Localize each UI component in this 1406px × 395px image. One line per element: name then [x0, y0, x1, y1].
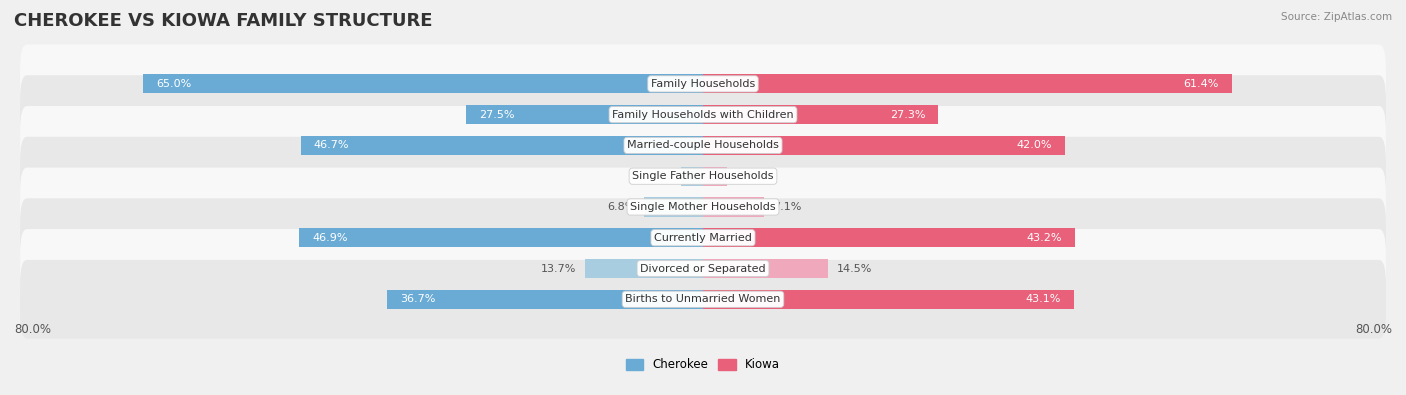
- Text: 14.5%: 14.5%: [837, 263, 872, 273]
- Bar: [703, 136, 1064, 155]
- Bar: [299, 228, 703, 247]
- Text: 6.8%: 6.8%: [607, 202, 636, 212]
- Text: 27.3%: 27.3%: [890, 110, 925, 120]
- Text: 27.5%: 27.5%: [479, 110, 515, 120]
- Text: Family Households: Family Households: [651, 79, 755, 89]
- FancyBboxPatch shape: [20, 260, 1386, 339]
- Text: Married-couple Households: Married-couple Households: [627, 140, 779, 150]
- Bar: [703, 167, 727, 186]
- Text: 80.0%: 80.0%: [14, 323, 51, 336]
- Text: Source: ZipAtlas.com: Source: ZipAtlas.com: [1281, 12, 1392, 22]
- FancyBboxPatch shape: [20, 75, 1386, 154]
- Text: 43.2%: 43.2%: [1026, 233, 1062, 243]
- Text: 43.1%: 43.1%: [1026, 294, 1062, 304]
- Bar: [703, 228, 1076, 247]
- Text: 2.8%: 2.8%: [735, 171, 765, 181]
- FancyBboxPatch shape: [20, 167, 1386, 246]
- Text: 46.9%: 46.9%: [312, 233, 347, 243]
- Text: Births to Unmarried Women: Births to Unmarried Women: [626, 294, 780, 304]
- FancyBboxPatch shape: [20, 229, 1386, 308]
- Text: 65.0%: 65.0%: [156, 79, 191, 89]
- Text: 61.4%: 61.4%: [1184, 79, 1219, 89]
- Bar: [703, 259, 828, 278]
- Bar: [467, 105, 703, 124]
- FancyBboxPatch shape: [20, 198, 1386, 277]
- FancyBboxPatch shape: [20, 106, 1386, 185]
- Text: Family Households with Children: Family Households with Children: [612, 110, 794, 120]
- Text: 46.7%: 46.7%: [314, 140, 349, 150]
- Text: 7.1%: 7.1%: [773, 202, 801, 212]
- Text: 13.7%: 13.7%: [541, 263, 576, 273]
- Bar: [703, 105, 938, 124]
- Text: Single Mother Households: Single Mother Households: [630, 202, 776, 212]
- Bar: [387, 290, 703, 309]
- Text: CHEROKEE VS KIOWA FAMILY STRUCTURE: CHEROKEE VS KIOWA FAMILY STRUCTURE: [14, 12, 433, 30]
- Bar: [585, 259, 703, 278]
- Bar: [703, 198, 763, 216]
- Text: Single Father Households: Single Father Households: [633, 171, 773, 181]
- Bar: [703, 290, 1074, 309]
- Legend: Cherokee, Kiowa: Cherokee, Kiowa: [621, 354, 785, 376]
- FancyBboxPatch shape: [20, 137, 1386, 216]
- Bar: [143, 74, 703, 93]
- Text: 2.6%: 2.6%: [644, 171, 672, 181]
- Text: Currently Married: Currently Married: [654, 233, 752, 243]
- Text: Divorced or Separated: Divorced or Separated: [640, 263, 766, 273]
- Bar: [681, 167, 703, 186]
- Bar: [644, 198, 703, 216]
- FancyBboxPatch shape: [20, 45, 1386, 123]
- Bar: [703, 74, 1232, 93]
- Text: 36.7%: 36.7%: [399, 294, 436, 304]
- Text: 42.0%: 42.0%: [1017, 140, 1052, 150]
- Bar: [301, 136, 703, 155]
- Text: 80.0%: 80.0%: [1355, 323, 1392, 336]
